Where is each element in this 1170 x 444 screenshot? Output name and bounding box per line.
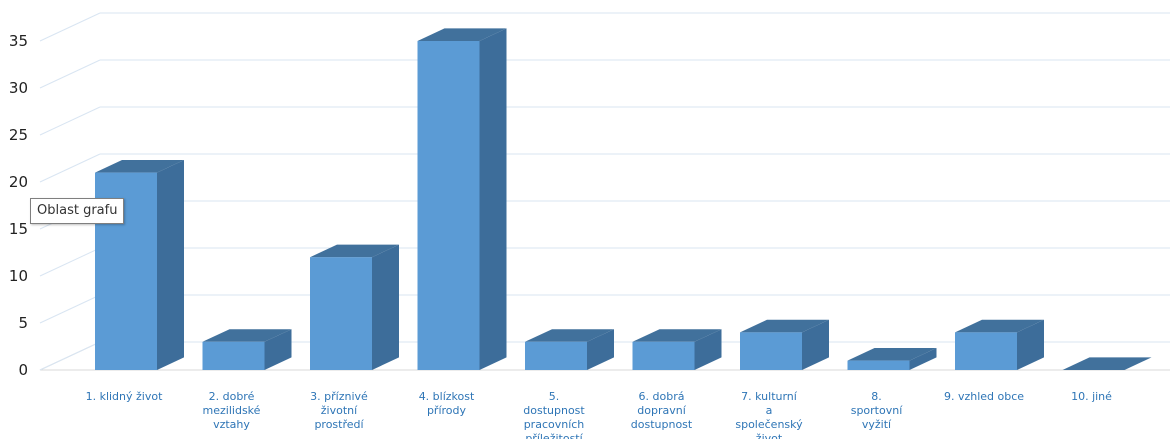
y-tick-label: 0 xyxy=(18,361,28,379)
bar[interactable] xyxy=(202,329,292,370)
bar-top-face xyxy=(417,28,507,41)
side-wall-gridline xyxy=(39,294,101,324)
bar[interactable] xyxy=(632,329,722,370)
bar-top-face xyxy=(1062,357,1152,370)
bar-front-face xyxy=(525,341,587,370)
x-tick-label: 9. vzhled obce xyxy=(944,390,1024,403)
x-tick-label: 10. jiné xyxy=(1071,390,1112,403)
bar-front-face xyxy=(955,332,1017,370)
bar[interactable] xyxy=(417,28,507,371)
side-wall-gridline xyxy=(39,153,101,183)
bar[interactable] xyxy=(740,319,829,370)
y-tick-label: 5 xyxy=(18,314,28,332)
x-tick-label: 5. dostupnost pracovních příležitostí xyxy=(523,390,585,439)
side-wall-gridline xyxy=(39,106,101,136)
bar-front-face xyxy=(417,41,480,370)
x-tick-label: 2. dobré mezilidské vztahy xyxy=(203,390,261,431)
x-tick-label: 4. blízkost přírody xyxy=(419,390,475,417)
y-tick-label: 25 xyxy=(9,126,28,144)
bar-side-face xyxy=(1017,319,1044,370)
bar-side-face xyxy=(264,329,292,370)
bar-side-face xyxy=(372,244,399,370)
side-wall-gridline xyxy=(39,12,101,42)
bar-top-face xyxy=(955,319,1044,333)
bar[interactable] xyxy=(525,329,614,370)
x-tick-label: 1. klidný život xyxy=(86,390,164,403)
side-wall-gridline xyxy=(39,59,101,89)
side-wall-gridline xyxy=(39,341,101,371)
y-tick-label: 10 xyxy=(9,267,28,285)
bar[interactable] xyxy=(95,160,184,370)
bar-top-face xyxy=(632,329,722,342)
x-tick-label: 8. sportovní vyžití xyxy=(851,390,903,431)
bar-side-face xyxy=(694,329,722,370)
bar-side-face xyxy=(479,28,507,371)
bar-front-face xyxy=(202,341,265,370)
bar-top-face xyxy=(525,329,614,342)
bar-side-face xyxy=(802,319,829,370)
bar-side-face xyxy=(909,348,937,370)
bar-front-face xyxy=(310,257,372,370)
bar-front-face xyxy=(740,332,802,370)
bar-top-face xyxy=(202,329,292,342)
bar-front-face xyxy=(847,360,910,370)
bar-top-face xyxy=(847,348,937,361)
y-tick-label: 15 xyxy=(9,220,28,238)
bar-side-face xyxy=(157,160,184,370)
bar[interactable] xyxy=(955,319,1044,370)
bar[interactable] xyxy=(1062,357,1152,370)
bar-top-face xyxy=(310,244,399,258)
chart-area-tooltip: Oblast grafu xyxy=(30,198,125,224)
bar-top-face xyxy=(740,319,829,333)
bar[interactable] xyxy=(310,244,399,370)
x-tick-label: 6. dobrá dopravní dostupnost xyxy=(631,390,693,431)
bar-front-face xyxy=(632,341,695,370)
bar-top-face xyxy=(95,160,184,173)
side-wall-gridline xyxy=(39,247,101,277)
bar-side-face xyxy=(587,329,614,370)
x-tick-label: 7. kulturní a společenský život xyxy=(735,390,803,439)
x-tick-label: 3. příznivé životní prostředí xyxy=(310,390,368,431)
y-tick-label: 35 xyxy=(9,32,28,50)
y-tick-label: 30 xyxy=(9,79,28,97)
bar[interactable] xyxy=(847,348,937,370)
y-tick-label: 20 xyxy=(9,173,28,191)
